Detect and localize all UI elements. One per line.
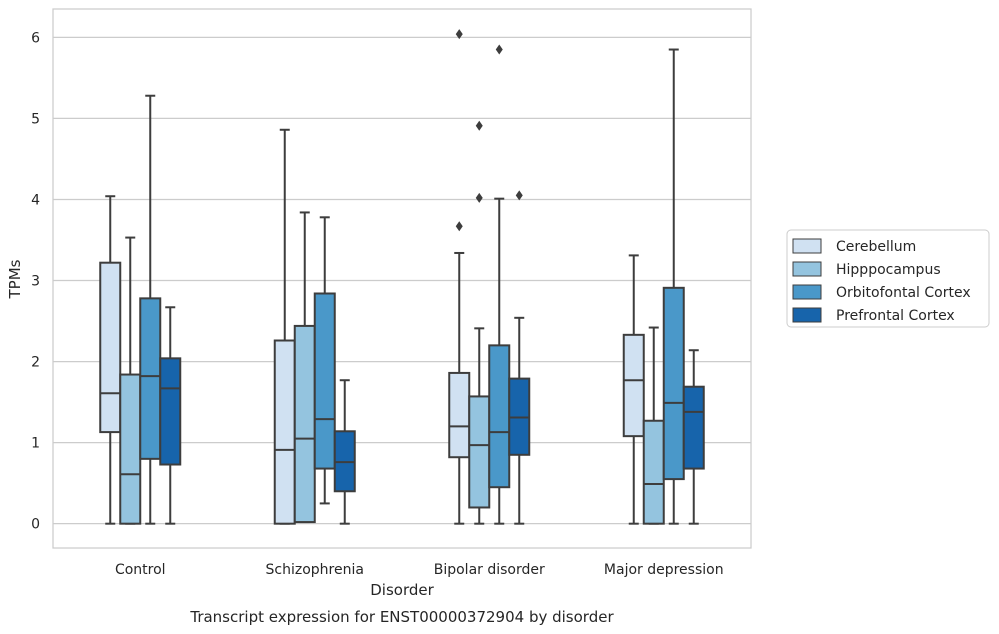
outlier-point <box>495 44 503 55</box>
legend-label: Prefrontal Cortex <box>836 308 955 324</box>
legend-item: Prefrontal Cortex <box>792 307 955 324</box>
box-orbitofontal-cortex-2 <box>488 44 511 525</box>
legend-frame <box>786 229 990 328</box>
box-prefrontal-cortex-0 <box>159 306 182 525</box>
box-iqr <box>159 357 182 466</box>
x-tick-labels: Control Schizophrenia Bipolar disorder Majo… <box>115 562 724 578</box>
box-iqr <box>313 292 336 470</box>
y-tick-label: 3 <box>31 274 40 290</box>
box-iqr <box>662 286 685 481</box>
box-iqr <box>488 344 511 489</box>
box-iqr <box>293 324 316 524</box>
y-tick-label: 5 <box>31 111 40 127</box>
y-tick-label: 6 <box>31 30 40 46</box>
box-iqr <box>273 339 296 525</box>
outlier-point <box>515 190 523 201</box>
box-iqr <box>139 297 162 460</box>
box-cerebellum-3 <box>622 254 645 525</box>
box-orbitofontal-cortex-3 <box>662 48 685 525</box>
box-iqr <box>642 419 665 525</box>
x-axis-label: Disorder <box>370 581 434 599</box>
x-tick-label: Control <box>115 562 166 578</box>
legend-label: Hipppocampus <box>836 262 941 278</box>
y-tick-label: 4 <box>31 192 40 208</box>
legend-label: Cerebellum <box>836 239 916 255</box>
box-cerebellum-2 <box>448 29 471 525</box>
box-iqr <box>622 333 645 438</box>
box-hipppocampus-2 <box>468 120 491 525</box>
outlier-point <box>455 29 463 40</box>
legend-swatch <box>792 238 822 254</box>
x-tick-label: Schizophrenia <box>266 562 364 578</box>
x-tick-label: Bipolar disorder <box>434 562 545 578</box>
box-hipppocampus-1 <box>293 211 316 524</box>
y-tick-label: 1 <box>31 436 40 452</box>
box-cerebellum-1 <box>273 128 296 525</box>
box-prefrontal-cortex-1 <box>333 379 356 525</box>
legend-item: Cerebellum <box>792 238 916 255</box>
x-tick-label: Major depression <box>604 562 724 578</box>
box-hipppocampus-0 <box>119 236 142 525</box>
legend-item: Hipppocampus <box>792 261 941 278</box>
box-iqr <box>119 373 142 525</box>
y-tick-label: 2 <box>31 355 40 371</box>
box-orbitofontal-cortex-0 <box>139 94 162 525</box>
legend: Cerebellum Hipppocampus Orbitofontal Corte… <box>786 229 990 328</box>
box-iqr <box>448 371 471 459</box>
box-prefrontal-cortex-3 <box>682 349 705 525</box>
legend-swatch <box>792 284 822 300</box>
legend-swatch <box>792 261 822 277</box>
y-axis-label: TPMs <box>6 259 24 299</box>
chart-caption: Transcript expression for ENST0000037290… <box>189 608 614 626</box>
box-cerebellum-0 <box>99 195 122 525</box>
legend-swatch <box>792 307 822 323</box>
box-iqr <box>682 385 705 470</box>
box-iqr <box>99 261 122 434</box>
y-tick-label: 0 <box>31 517 40 533</box>
box-series <box>99 29 705 525</box>
legend-item: Orbitofontal Cortex <box>792 284 971 301</box>
box-orbitofontal-cortex-1 <box>313 216 336 505</box>
legend-label: Orbitofontal Cortex <box>836 285 971 301</box>
y-tick-labels: 0 1 2 3 4 5 6 <box>31 30 40 532</box>
box-prefrontal-cortex-2 <box>508 190 531 525</box>
outlier-point <box>475 120 483 131</box>
box-iqr <box>468 395 491 509</box>
box-hipppocampus-3 <box>642 326 665 525</box>
outlier-point <box>455 221 463 232</box>
outlier-point <box>475 192 483 203</box>
plot-frame <box>52 8 752 549</box>
